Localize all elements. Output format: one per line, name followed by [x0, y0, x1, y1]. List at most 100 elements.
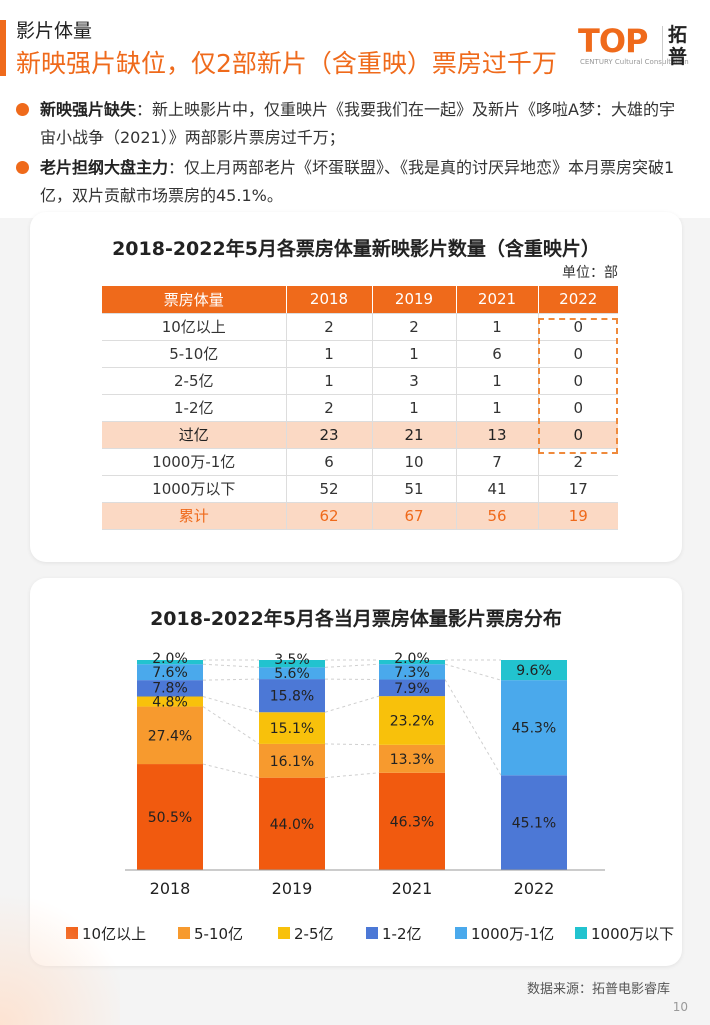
table-cell: 41 [456, 475, 539, 503]
data-label: 44.0% [270, 817, 314, 833]
bar-segment [137, 764, 203, 870]
bar-segment [379, 744, 445, 773]
table-cell: 2-5亿 [102, 367, 287, 395]
table-cell: 6 [456, 340, 539, 368]
connector-line [444, 663, 502, 681]
bullet-bold: 老片担纲大盘主力 [40, 158, 169, 177]
section-label: 影片体量 [16, 20, 93, 42]
legend-item: 1000万以下 [575, 925, 674, 943]
logo-chinese: 拓普 [668, 24, 688, 68]
x-tick-label: 2022 [514, 879, 555, 898]
connector-line [324, 743, 380, 746]
legend-label: 1-2亿 [382, 925, 422, 943]
table-cell: 56 [456, 502, 539, 530]
bar-segment [259, 660, 325, 668]
table-cell: 2 [286, 313, 373, 341]
data-label: 27.4% [148, 728, 192, 744]
legend-swatch [366, 927, 378, 939]
table-cell: 23 [286, 421, 373, 449]
table-header-cell: 2019 [372, 286, 457, 314]
table-card: 2018-2022年5月各票房体量新映影片数量（含重映片） 单位：部 票房体量 … [30, 212, 682, 562]
data-label: 45.3% [512, 721, 556, 737]
data-label: 7.3% [394, 665, 430, 681]
connector-line [202, 763, 260, 779]
bullet-text: ：仅上月两部老片《坏蛋联盟》、《我是真的讨厌异地恋》本月票房突破1亿，双片贡献市… [40, 158, 675, 205]
accent-bar [0, 20, 6, 76]
table-cell: 19 [538, 502, 618, 530]
page-headline: 新映强片缺位，仅2部新片（含重映）票房过千万 [16, 49, 557, 78]
bar-segment [137, 660, 203, 665]
x-tick-label: 2021 [392, 879, 433, 898]
data-label: 13.3% [390, 752, 434, 768]
table-cell: 0 [538, 394, 618, 422]
table-cell: 10 [372, 448, 457, 476]
data-label: 2.0% [152, 651, 188, 667]
table-row: 10亿以上 2 2 1 0 [102, 313, 618, 341]
bullet-bold: 新映强片缺失 [40, 100, 137, 119]
bar-segment [259, 743, 325, 778]
table-cell: 0 [538, 313, 618, 341]
table-cell: 1 [286, 340, 373, 368]
bar-segment [259, 777, 325, 870]
bar-segment [137, 664, 203, 681]
table-header-cell: 2022 [538, 286, 618, 314]
page-number: 10 [672, 1000, 688, 1014]
bar-segment [501, 775, 567, 870]
film-count-table: 票房体量 2018 2019 2021 2022 10亿以上 2 2 1 0 5-10亿 1… [102, 286, 618, 530]
top-logo: TOP CENTURY Cultural Consultation 拓普 [578, 22, 700, 74]
table-row: 2-5亿 1 3 1 0 [102, 367, 618, 395]
table-cell: 1 [456, 313, 539, 341]
table-cell: 2 [538, 448, 618, 476]
legend-label: 1000万以下 [591, 925, 674, 943]
connector-line [202, 706, 260, 745]
bar-segment [137, 706, 203, 765]
table-header-cell: 票房体量 [102, 286, 287, 314]
table-cell: 7 [456, 448, 539, 476]
connector-line [324, 695, 380, 713]
connector-line [324, 663, 380, 668]
logo-divider [662, 26, 663, 66]
table-cell: 1000万-1亿 [102, 448, 287, 476]
table-cell: 51 [372, 475, 457, 503]
table-cell: 累计 [102, 502, 287, 530]
legend-item: 1000万-1亿 [455, 925, 554, 943]
table-row: 累计 62 67 56 19 [102, 502, 618, 530]
data-source: 数据来源：拓普电影睿库 [526, 982, 670, 997]
bar-segment [379, 772, 445, 870]
bar-segment [501, 660, 567, 681]
bar-segment [379, 664, 445, 680]
table-header-cell: 2018 [286, 286, 373, 314]
connector-line [202, 678, 260, 681]
table-cell: 1 [372, 340, 457, 368]
table-header-cell: 2021 [456, 286, 539, 314]
table-row: 5-10亿 1 1 6 0 [102, 340, 618, 368]
legend-swatch [178, 927, 190, 939]
logo-wordmark: TOP [578, 22, 648, 60]
data-label: 7.8% [152, 681, 188, 697]
data-label: 2.0% [394, 651, 430, 667]
table-cell: 67 [372, 502, 457, 530]
legend-label: 2-5亿 [294, 925, 334, 943]
data-label: 7.9% [394, 681, 430, 697]
table-row: 1-2亿 2 1 1 0 [102, 394, 618, 422]
table-cell: 1 [456, 394, 539, 422]
table-row: 1000万-1亿 6 10 7 2 [102, 448, 618, 476]
bar-segment [137, 680, 203, 697]
chart-title: 2018-2022年5月各当月票房体量影片票房分布 [150, 608, 562, 630]
bar-segment [259, 667, 325, 680]
data-label: 16.1% [270, 754, 314, 770]
table-row: 过亿 23 21 13 0 [102, 421, 618, 449]
data-label: 50.5% [148, 810, 192, 826]
bar-segment [379, 660, 445, 665]
data-label: 23.2% [390, 713, 434, 729]
table-cell: 2 [286, 394, 373, 422]
legend-swatch [278, 927, 290, 939]
table-cell: 3 [372, 367, 457, 395]
legend-item: 5-10亿 [178, 925, 243, 943]
data-label: 46.3% [390, 814, 434, 830]
bar-segment [259, 712, 325, 744]
data-label: 4.8% [152, 695, 188, 711]
table-cell: 0 [538, 367, 618, 395]
legend-label: 1000万-1亿 [471, 925, 554, 943]
chart-card: 2018-2022年5月各当月票房体量影片票房分布 50.5% 27.4% 4.8%… [30, 578, 682, 966]
